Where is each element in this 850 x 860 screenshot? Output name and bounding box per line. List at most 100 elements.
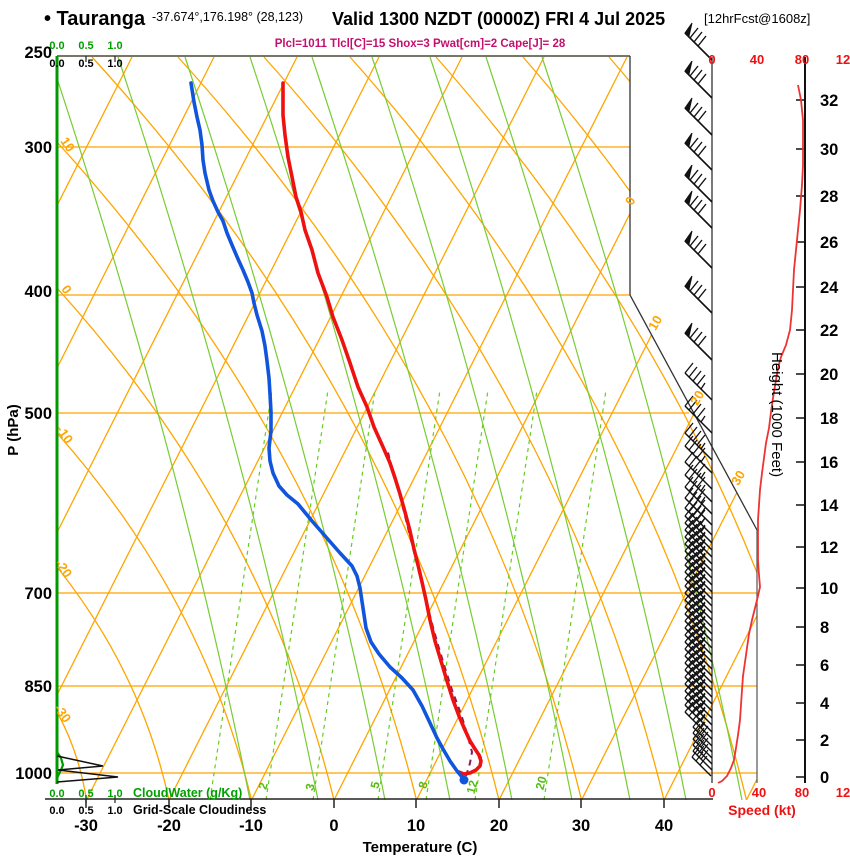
height-axis-label: Height (1000 Feet)	[768, 352, 785, 477]
cloudwater-tick: 0.0	[49, 788, 64, 800]
cloudwater-tick: 0.0	[49, 40, 64, 52]
height-tick: 26	[820, 234, 838, 252]
height-tick: 6	[820, 657, 829, 675]
cloudiness-tick: 1.0	[107, 58, 122, 70]
dry-adiabat-label: 10	[57, 134, 78, 154]
temp-tick: 40	[655, 817, 673, 835]
temp-tick: 30	[572, 817, 590, 835]
temperature-axis-label: Temperature (C)	[363, 839, 478, 856]
pressure-tick: 400	[24, 283, 52, 301]
isotherm-labels: 0 10 20 30	[622, 194, 748, 488]
height-tick: 24	[820, 279, 839, 297]
height-tick: 12	[820, 539, 838, 557]
forecast-tag: [12hrFcst@1608z]	[704, 11, 810, 26]
cloudiness-tick: 0.0	[49, 805, 64, 817]
height-tick: 32	[820, 92, 838, 110]
height-tick: 16	[820, 454, 838, 472]
height-tick: 10	[820, 580, 838, 598]
dewpoint-curve	[189, 81, 464, 779]
speed-tick-labels-bottom: 0 40 80 12	[708, 785, 850, 800]
dry-adiabat-lines	[57, 56, 757, 800]
speed-tick-labels-top: 0 40 80 12	[708, 52, 850, 67]
temp-tick: 0	[329, 817, 338, 835]
cloudiness-tick: 1.0	[107, 805, 122, 817]
stability-indices: Plcl=1011 Tlcl[C]=15 Shox=3 Pwat[cm]=2 C…	[275, 38, 566, 50]
wind-speed-curve	[717, 84, 804, 784]
cloudiness-profile	[56, 755, 119, 783]
mixing-ratio-label: 20	[533, 774, 550, 791]
height-tick: 28	[820, 188, 838, 206]
temperature-tick-labels: -30 -20 -10 0 10 20 30 40	[74, 817, 673, 835]
mixing-ratio-lines	[209, 389, 607, 800]
cloudiness-axis-label: Grid-Scale Cloudiness	[133, 803, 266, 817]
station-coords: -37.674°,176.198° (28,123)	[152, 10, 303, 24]
height-axis	[796, 57, 806, 783]
surface-dewpoint-dot	[459, 775, 469, 785]
speed-tick: 12	[836, 52, 850, 67]
station-title: • Tauranga	[44, 8, 146, 30]
temp-tick: 20	[490, 817, 508, 835]
mixing-ratio-labels: 2 3 5 8 12 20	[256, 774, 550, 795]
height-tick: 14	[820, 497, 839, 515]
speed-tick: 40	[750, 52, 764, 67]
cloudiness-tick: 0.5	[78, 805, 93, 817]
cloudiness-tick: 0.0	[49, 58, 64, 70]
cloudwater-axis-label: CloudWater (g/Kg)	[133, 786, 242, 800]
cloud-scale-ticks	[85, 56, 116, 803]
temp-tick: -10	[239, 817, 263, 835]
isobar-lines	[57, 146, 757, 774]
pressure-tick: 850	[24, 678, 52, 696]
isotherm-label: 20	[687, 388, 707, 408]
temp-tick: -20	[157, 817, 181, 835]
mixing-ratio-label: 5	[368, 780, 383, 790]
plot-borders	[45, 55, 758, 808]
temp-tick: 10	[407, 817, 425, 835]
dry-adiabat-label: -30	[51, 701, 74, 725]
temperature-curve	[281, 81, 483, 776]
height-tick: 20	[820, 366, 838, 384]
speed-tick: 80	[795, 52, 809, 67]
pressure-tick: 250	[24, 44, 52, 62]
height-tick: 8	[820, 619, 829, 637]
cloudwater-tick: 1.0	[107, 40, 122, 52]
height-tick: 0	[820, 769, 829, 787]
cloudwater-tick: 1.0	[107, 788, 122, 800]
pressure-axis-label: P (hPa)	[5, 404, 22, 455]
pressure-tick-labels: 250 300 400 500 700 850 1000	[15, 44, 52, 783]
height-tick: 18	[820, 410, 838, 428]
isotherm-label: 10	[645, 313, 665, 333]
mixing-ratio-label: 12	[464, 778, 481, 795]
speed-axis-label: Speed (kt)	[728, 802, 796, 818]
speed-tick: 0	[708, 52, 715, 67]
pressure-tick: 1000	[15, 765, 52, 783]
cloudwater-tick: 0.5	[78, 40, 93, 52]
moist-adiabat-lines	[57, 56, 743, 800]
speed-tick: 12	[836, 785, 850, 800]
pressure-tick: 500	[24, 405, 52, 423]
cloud-scale-top: 0.0 0.5 1.0 0.0 0.5 1.0	[49, 40, 122, 70]
temp-tick: -30	[74, 817, 98, 835]
valid-time: Valid 1300 NZDT (0000Z) FRI 4 Jul 2025	[332, 9, 665, 29]
pressure-tick: 300	[24, 139, 52, 157]
mixing-ratio-label: 8	[416, 780, 431, 790]
mixing-ratio-label: 2	[256, 781, 271, 791]
height-tick: 2	[820, 732, 829, 750]
cloudiness-tick: 0.5	[78, 58, 93, 70]
pressure-tick: 700	[24, 585, 52, 603]
speed-tick: 40	[752, 785, 766, 800]
cloud-scale-bottom: 0.0 0.5 1.0 CloudWater (g/Kg) 0.0 0.5 1.…	[49, 786, 266, 817]
height-tick: 22	[820, 322, 838, 340]
wind-barbs	[684, 22, 713, 783]
height-tick: 4	[820, 695, 830, 713]
speed-tick: 0	[708, 785, 715, 800]
height-tick-labels: 0 2 4 6 8 10 12 14 16 18 20 22 24 26 28 …	[820, 92, 839, 787]
dry-adiabat-labels: 10 0 -10 -20 -30	[51, 134, 78, 725]
isotherm-label: 30	[728, 468, 748, 488]
isotherm-lines	[57, 56, 757, 800]
height-tick: 30	[820, 141, 838, 159]
height-ticks-marks	[796, 99, 805, 778]
mixing-ratio-label: 3	[303, 782, 318, 792]
skewt-grid	[57, 56, 757, 800]
